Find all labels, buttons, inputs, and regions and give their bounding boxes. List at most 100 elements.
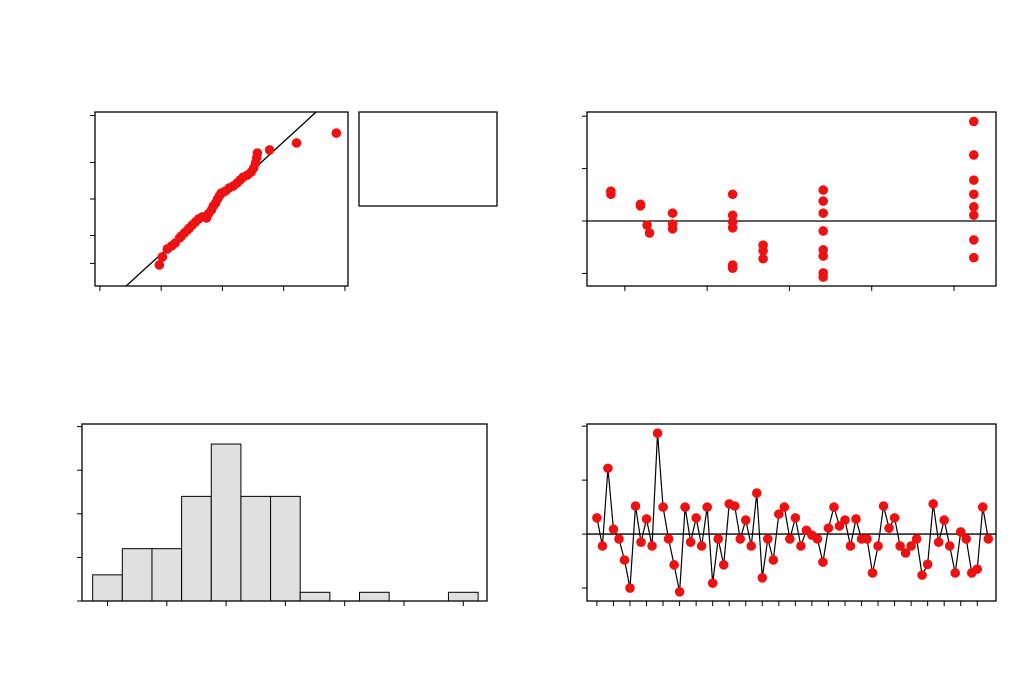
point xyxy=(818,208,828,218)
point xyxy=(154,260,165,270)
point xyxy=(790,513,801,523)
point xyxy=(972,564,983,574)
point xyxy=(685,537,696,547)
point xyxy=(252,148,263,158)
point xyxy=(603,463,613,474)
point xyxy=(630,501,641,511)
point xyxy=(968,252,979,263)
point xyxy=(917,570,927,580)
point xyxy=(862,534,872,544)
point xyxy=(968,235,979,245)
point xyxy=(796,541,806,551)
point xyxy=(977,502,988,512)
point xyxy=(680,502,690,512)
point xyxy=(702,502,712,512)
point xyxy=(983,534,994,544)
point xyxy=(950,568,961,578)
point xyxy=(889,513,900,523)
point xyxy=(291,138,302,148)
point xyxy=(614,534,624,544)
point xyxy=(968,210,979,221)
point xyxy=(636,537,646,547)
point xyxy=(829,502,839,512)
point xyxy=(785,534,795,544)
point xyxy=(727,223,738,233)
point xyxy=(652,428,663,438)
point xyxy=(696,541,707,551)
point xyxy=(895,541,905,551)
point xyxy=(818,196,828,206)
point xyxy=(157,252,168,262)
point xyxy=(597,541,608,551)
point xyxy=(812,534,823,544)
bar xyxy=(181,495,212,602)
bar xyxy=(210,443,242,602)
point xyxy=(667,224,678,234)
point xyxy=(968,202,979,212)
bar xyxy=(359,591,390,602)
point xyxy=(878,501,889,511)
point xyxy=(707,578,718,588)
point xyxy=(663,534,674,544)
point xyxy=(911,534,922,544)
point xyxy=(606,189,616,200)
point xyxy=(968,116,979,127)
point xyxy=(774,509,784,519)
point xyxy=(818,272,828,282)
point xyxy=(944,541,955,551)
point xyxy=(669,560,679,570)
point xyxy=(933,537,944,547)
point xyxy=(331,128,342,138)
point xyxy=(762,534,773,544)
point xyxy=(779,502,790,512)
point xyxy=(644,228,655,238)
plot-frame xyxy=(586,423,997,602)
point xyxy=(845,541,856,551)
plot-frame xyxy=(586,111,997,287)
point xyxy=(713,534,723,544)
point xyxy=(625,583,635,593)
point xyxy=(900,548,911,558)
point xyxy=(727,189,738,200)
point xyxy=(818,226,828,236)
point xyxy=(961,534,972,544)
point xyxy=(674,587,685,597)
point xyxy=(873,541,883,551)
point xyxy=(642,220,652,231)
point xyxy=(641,514,652,524)
point xyxy=(757,572,768,583)
point xyxy=(955,527,966,537)
point xyxy=(758,253,768,264)
point xyxy=(691,513,701,523)
point xyxy=(735,534,746,544)
point xyxy=(658,502,668,512)
point xyxy=(758,246,768,256)
point xyxy=(818,185,828,195)
point xyxy=(740,515,751,525)
point xyxy=(823,523,834,533)
point xyxy=(718,560,729,570)
point xyxy=(851,514,861,524)
point xyxy=(619,555,630,565)
point xyxy=(818,251,828,261)
point xyxy=(667,208,678,218)
point xyxy=(922,559,933,570)
point xyxy=(608,524,619,535)
bar xyxy=(92,574,123,602)
point xyxy=(968,189,979,200)
point xyxy=(906,541,916,551)
bar xyxy=(121,548,153,602)
point xyxy=(647,541,657,551)
point xyxy=(867,568,878,578)
bar xyxy=(299,591,331,602)
point xyxy=(729,501,740,511)
point xyxy=(727,263,738,273)
legend-box xyxy=(358,111,498,207)
point xyxy=(768,555,779,565)
point xyxy=(727,210,738,221)
point xyxy=(818,557,828,567)
point xyxy=(840,515,850,525)
bar xyxy=(270,495,301,602)
